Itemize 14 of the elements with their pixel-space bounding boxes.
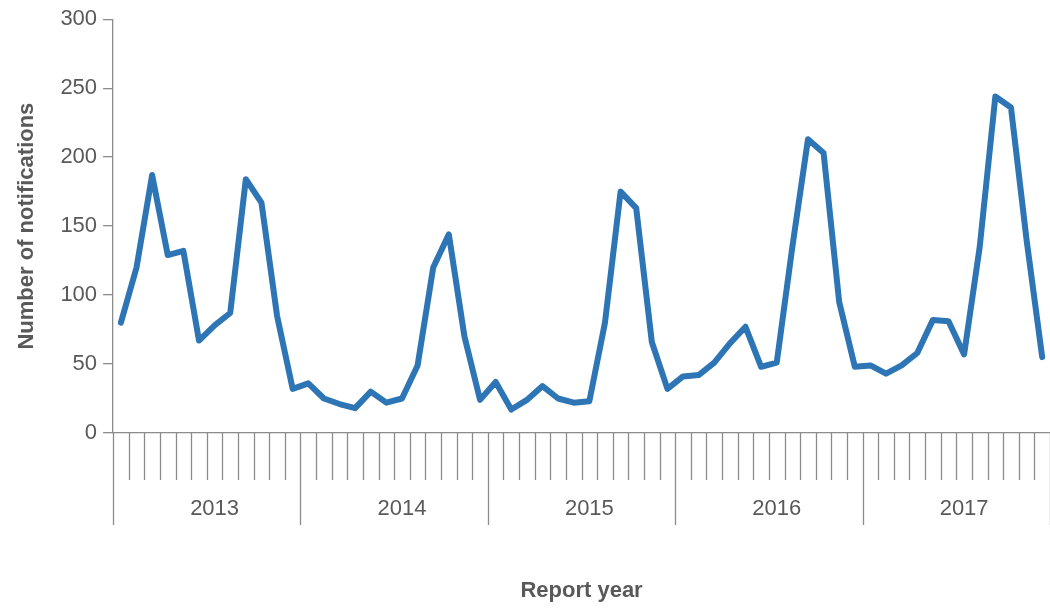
y-tick-label: 150 — [60, 212, 98, 238]
y-tick-label: 200 — [60, 143, 98, 169]
y-tick-label: 0 — [84, 419, 98, 445]
x-tick-label: 2016 — [752, 495, 802, 521]
x-tick-label: 2017 — [939, 495, 989, 521]
x-tick-label: 2014 — [377, 495, 427, 521]
x-tick-label: 2013 — [190, 495, 240, 521]
y-tick-label: 100 — [60, 281, 98, 307]
y-tick-label: 250 — [60, 74, 98, 100]
y-tick-label: 50 — [72, 350, 98, 376]
y-tick-label: 300 — [60, 5, 98, 31]
x-axis-title: Report year — [520, 576, 644, 602]
x-tick-label: 2015 — [564, 495, 614, 521]
y-axis-title: Number of notifications — [13, 102, 39, 350]
